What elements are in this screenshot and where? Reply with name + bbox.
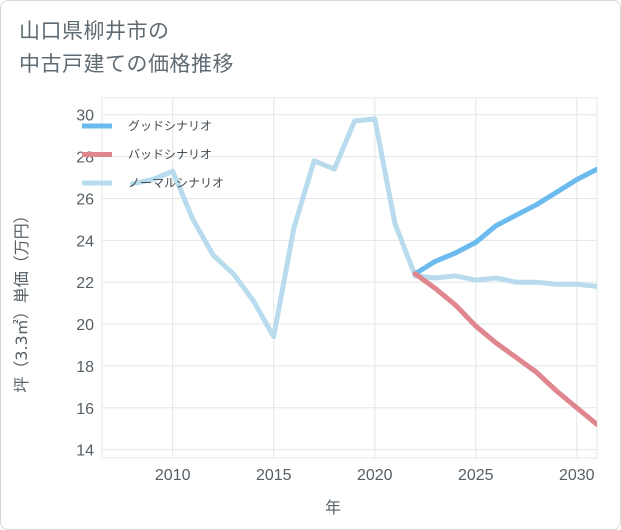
chart-title-line2: 中古戸建ての価格推移 bbox=[19, 52, 234, 76]
chart-title: 山口県柳井市の 中古戸建ての価格推移 bbox=[19, 15, 234, 81]
legend-label-2: ノーマルシナリオ bbox=[128, 176, 224, 190]
x-axis-label: 年 bbox=[325, 498, 341, 517]
plot-frame bbox=[101, 97, 598, 459]
y-tick-label: 14 bbox=[76, 443, 94, 460]
y-tick-label: 16 bbox=[76, 401, 94, 418]
legend-label-1: バッドシナリオ bbox=[128, 148, 212, 162]
y-tick-label: 26 bbox=[76, 191, 94, 208]
series-line-1 bbox=[412, 271, 597, 427]
y-tick-label: 18 bbox=[76, 359, 94, 376]
x-tick-label: 2025 bbox=[458, 467, 494, 484]
x-tick-label: 2030 bbox=[559, 467, 595, 484]
chart-title-line1: 山口県柳井市の bbox=[19, 19, 170, 43]
y-tick-label: 24 bbox=[76, 233, 94, 250]
series-line-0 bbox=[412, 166, 597, 277]
legend-label-0: グッドシナリオ bbox=[128, 119, 212, 133]
y-tick-label: 20 bbox=[76, 317, 94, 334]
x-tick-label: 2020 bbox=[357, 467, 393, 484]
y-axis-label: 坪（3.3㎡）単価（万円） bbox=[12, 207, 31, 392]
x-tick-label: 2015 bbox=[256, 467, 292, 484]
y-tick-label: 30 bbox=[76, 108, 94, 125]
x-tick-label: 2010 bbox=[155, 467, 191, 484]
y-tick-label: 22 bbox=[76, 275, 94, 292]
series-line-2 bbox=[129, 116, 597, 340]
series-lines bbox=[129, 116, 597, 427]
x-tick-labels: 2010 2015 2020 2025 2030 bbox=[155, 467, 595, 484]
